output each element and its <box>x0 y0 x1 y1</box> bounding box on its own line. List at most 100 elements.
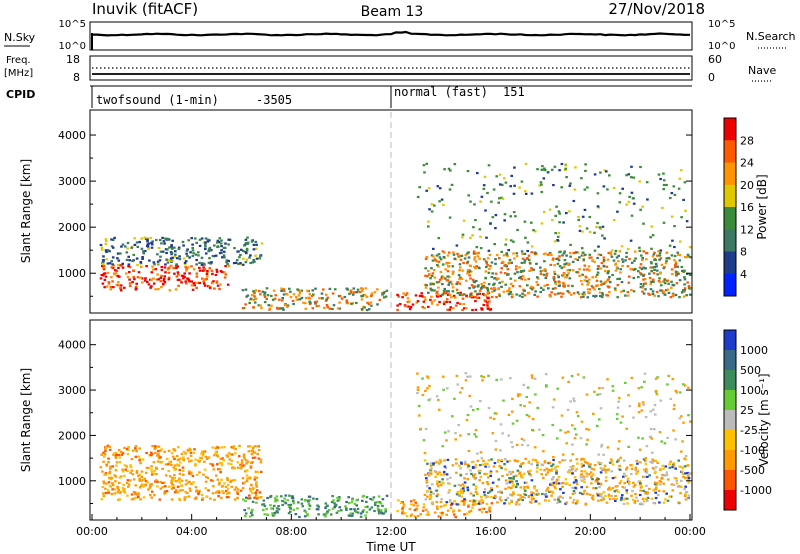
scatter-cell <box>248 301 251 304</box>
scatter-cell <box>675 274 678 277</box>
scatter-cell <box>459 276 462 279</box>
scatter-cell <box>435 254 439 257</box>
scatter-cell <box>466 478 469 481</box>
scatter-cell <box>253 476 257 479</box>
scatter-cell <box>554 281 557 284</box>
scatter-cell <box>350 302 353 305</box>
scatter-cell <box>115 464 118 467</box>
scatter-cell <box>466 375 469 378</box>
scatter-cell <box>478 228 482 231</box>
scatter-cell <box>315 508 319 511</box>
scatter-cell <box>430 210 434 213</box>
scatter-cell <box>447 251 451 254</box>
scatter-cell <box>178 468 182 472</box>
scatter-cell <box>207 456 211 459</box>
scatter-cell <box>110 266 114 269</box>
scatter-cell <box>279 307 282 310</box>
scatter-cell <box>473 256 477 259</box>
scatter-cell <box>255 501 258 504</box>
scatter-cell <box>630 473 633 476</box>
scatter-cell <box>457 274 461 277</box>
scatter-cell <box>672 462 676 465</box>
scatter-cell <box>170 482 173 485</box>
scatter-cell <box>462 485 466 488</box>
scatter-cell <box>583 253 587 256</box>
scatter-cell <box>663 474 667 477</box>
scatter-cell <box>542 450 545 453</box>
scatter-cell <box>134 492 137 495</box>
scatter-cell <box>450 296 453 299</box>
scatter-cell <box>607 493 611 496</box>
scatter-cell <box>649 283 653 286</box>
scatter-cell <box>572 481 576 484</box>
scatter-cell <box>234 448 237 451</box>
colorbar-tick-label: 20 <box>740 179 754 192</box>
scatter-cell <box>121 452 125 455</box>
scatter-cell <box>198 238 202 241</box>
scatter-cell <box>654 413 657 416</box>
scatter-cell <box>492 289 496 292</box>
colorbar-swatch <box>724 470 736 491</box>
scatter-cell <box>618 250 622 253</box>
scatter-cell <box>653 268 656 271</box>
scatter-cell <box>596 271 600 274</box>
scatter-cell <box>99 243 103 247</box>
scatter-cell <box>626 477 630 480</box>
scatter-cell <box>550 253 553 257</box>
scatter-cell <box>252 306 255 309</box>
scatter-cell <box>576 499 579 502</box>
scatter-cell <box>683 384 687 387</box>
scatter-cell <box>474 463 478 466</box>
scatter-cell <box>665 251 669 254</box>
scatter-cell <box>505 252 508 255</box>
scatter-cell <box>207 250 210 253</box>
scatter-cell <box>183 275 186 278</box>
scatter-cell <box>360 298 364 301</box>
scatter-cell <box>405 515 409 518</box>
scatter-cell <box>599 280 603 283</box>
scatter-cell <box>310 294 314 298</box>
scatter-cell <box>153 263 156 266</box>
scatter-cell <box>511 410 514 413</box>
scatter-cell <box>197 281 200 284</box>
scatter-cell <box>583 480 586 484</box>
scatter-cell <box>580 473 584 476</box>
scatter-cell <box>499 423 503 426</box>
scatter-cell <box>462 487 465 490</box>
scatter-cell <box>670 280 673 283</box>
scatter-cell <box>118 461 122 464</box>
scatter-cell <box>238 444 241 447</box>
scatter-cell <box>103 453 107 456</box>
scatter-cell <box>478 257 481 260</box>
scatter-cell <box>468 264 472 267</box>
scatter-cell <box>427 220 430 223</box>
scatter-cell <box>508 292 512 295</box>
scatter-cell <box>306 514 309 517</box>
scatter-cell <box>243 481 247 484</box>
scatter-cell <box>550 291 553 294</box>
scatter-cell <box>611 385 615 388</box>
scatter-cell <box>135 450 138 453</box>
scatter-cell <box>580 254 584 257</box>
scatter-cell <box>271 514 275 517</box>
scatter-cell <box>583 188 587 191</box>
scatter-cell <box>560 162 564 166</box>
scatter-cell <box>674 293 678 297</box>
scatter-cell <box>198 489 201 493</box>
scatter-cell <box>164 463 168 466</box>
scatter-cell <box>497 491 500 494</box>
scatter-cell <box>250 511 253 514</box>
scatter-cell <box>458 263 462 266</box>
scatter-cell <box>136 264 139 267</box>
scatter-cell <box>116 491 119 494</box>
scatter-cell <box>422 439 426 442</box>
scatter-cell <box>130 458 134 461</box>
scatter-cell <box>595 225 598 229</box>
scatter-cell <box>248 487 252 490</box>
scatter-cell <box>206 476 210 479</box>
scatter-cell <box>518 186 521 189</box>
scatter-cell <box>674 262 678 265</box>
scatter-cell <box>430 289 434 292</box>
scatter-cell <box>520 261 524 264</box>
scatter-cell <box>180 281 183 284</box>
